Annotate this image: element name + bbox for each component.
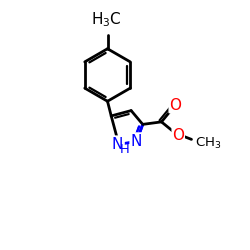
Text: N: N xyxy=(131,134,142,149)
Text: H: H xyxy=(120,144,129,156)
Text: O: O xyxy=(169,98,181,112)
Text: H$_3$C: H$_3$C xyxy=(91,11,122,30)
Text: N: N xyxy=(112,137,123,152)
Text: O: O xyxy=(172,128,184,143)
Text: CH$_3$: CH$_3$ xyxy=(195,136,222,151)
